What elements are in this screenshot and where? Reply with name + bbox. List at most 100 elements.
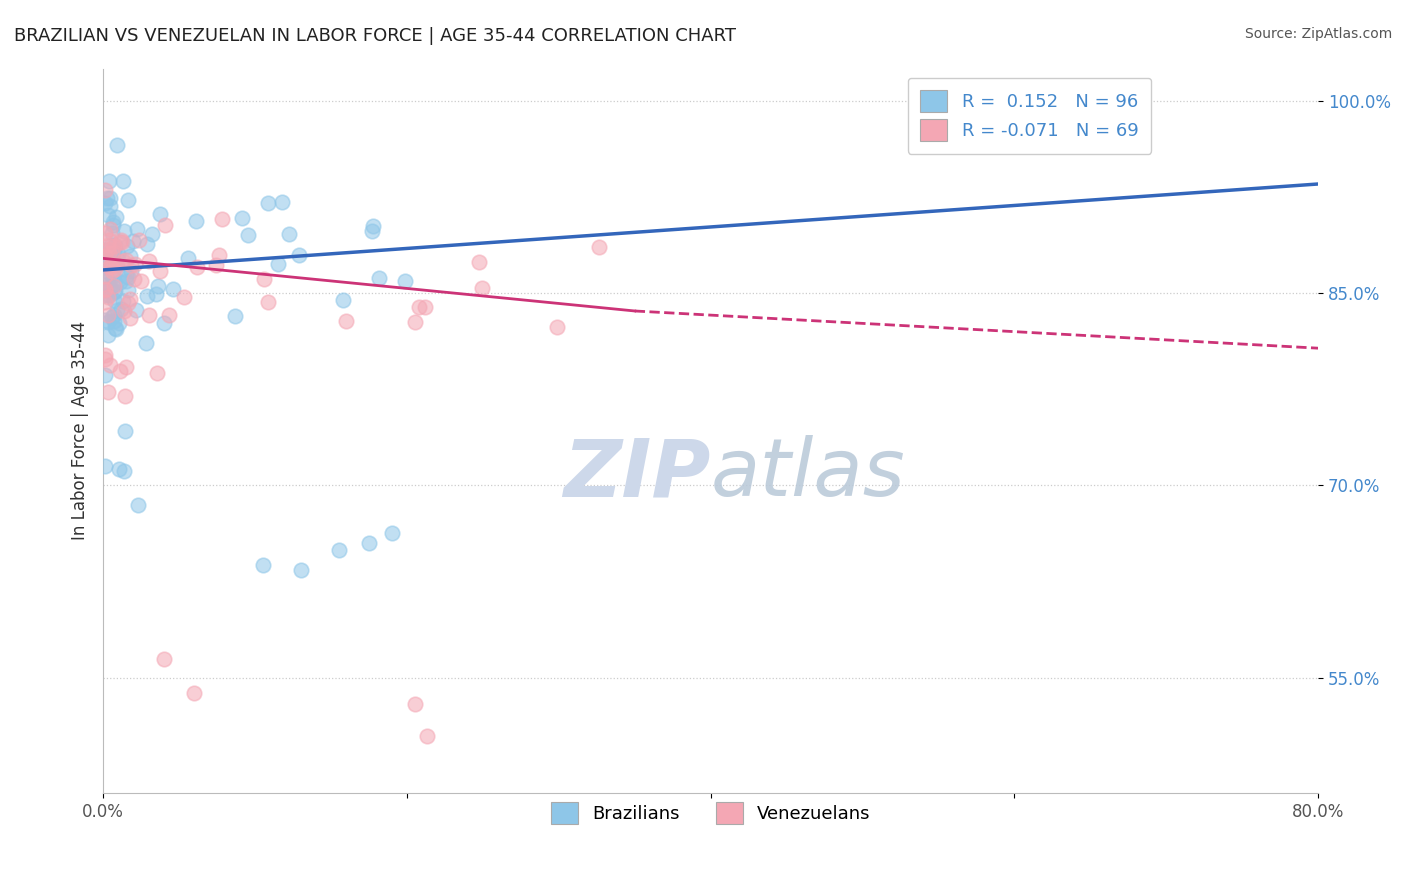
Point	[468, 255, 491, 269]
Point	[100, 260, 122, 274]
Point	[224, 309, 246, 323]
Point	[267, 257, 290, 271]
Point	[103, 243, 125, 257]
Point	[107, 247, 129, 261]
Point	[97, 328, 120, 343]
Point	[104, 210, 127, 224]
Point	[162, 282, 184, 296]
Point	[110, 301, 132, 316]
Point	[114, 388, 136, 402]
Point	[105, 137, 128, 152]
Point	[204, 259, 226, 273]
Text: Source: ZipAtlas.com: Source: ZipAtlas.com	[1244, 27, 1392, 41]
Point	[257, 294, 280, 309]
Point	[97, 385, 120, 400]
Point	[546, 320, 568, 334]
Point	[93, 195, 115, 210]
Point	[97, 315, 120, 329]
Point	[124, 257, 146, 271]
Point	[236, 228, 259, 243]
Point	[141, 227, 163, 241]
Point	[257, 195, 280, 210]
Point	[332, 293, 354, 307]
Point	[105, 258, 128, 272]
Point	[103, 278, 125, 293]
Point	[361, 224, 384, 238]
Point	[122, 271, 145, 285]
Point	[103, 215, 125, 229]
Point	[98, 358, 121, 372]
Point	[153, 651, 176, 665]
Point	[93, 288, 115, 302]
Point	[115, 268, 138, 283]
Point	[100, 264, 122, 278]
Point	[93, 283, 115, 297]
Point	[394, 274, 416, 288]
Point	[404, 697, 426, 711]
Point	[186, 213, 208, 227]
Point	[112, 304, 135, 318]
Point	[361, 219, 384, 233]
Point	[186, 260, 208, 274]
Point	[108, 364, 131, 378]
Point	[111, 174, 134, 188]
Point	[93, 282, 115, 296]
Point	[381, 525, 404, 540]
Point	[114, 359, 136, 374]
Point	[121, 234, 143, 248]
Point	[231, 211, 253, 225]
Point	[104, 284, 127, 298]
Point	[100, 226, 122, 240]
Point	[93, 249, 115, 263]
Point	[93, 269, 115, 284]
Point	[104, 322, 127, 336]
Point	[112, 294, 135, 309]
Text: atlas: atlas	[710, 435, 905, 514]
Point	[107, 462, 129, 476]
Point	[118, 249, 141, 263]
Point	[138, 308, 160, 322]
Point	[94, 243, 117, 257]
Point	[277, 227, 299, 242]
Point	[93, 368, 115, 382]
Point	[120, 311, 142, 326]
Point	[93, 278, 115, 293]
Point	[104, 277, 127, 291]
Point	[252, 558, 274, 572]
Point	[94, 458, 117, 473]
Point	[120, 264, 142, 278]
Point	[93, 348, 115, 362]
Point	[288, 247, 311, 261]
Point	[97, 290, 120, 304]
Point	[117, 283, 139, 297]
Point	[183, 686, 205, 700]
Point	[415, 729, 437, 743]
Point	[98, 191, 121, 205]
Point	[120, 258, 142, 272]
Point	[211, 211, 233, 226]
Point	[103, 308, 125, 322]
Point	[105, 258, 128, 272]
Point	[97, 174, 120, 188]
Text: ZIP: ZIP	[564, 435, 710, 514]
Point	[101, 219, 124, 233]
Point	[177, 251, 200, 265]
Point	[328, 542, 350, 557]
Point	[103, 239, 125, 253]
Text: BRAZILIAN VS VENEZUELAN IN LABOR FORCE | AGE 35-44 CORRELATION CHART: BRAZILIAN VS VENEZUELAN IN LABOR FORCE |…	[14, 27, 737, 45]
Point	[120, 293, 142, 307]
Point	[103, 285, 125, 300]
Point	[135, 336, 157, 351]
Point	[413, 300, 436, 314]
Y-axis label: In Labor Force | Age 35-44: In Labor Force | Age 35-44	[72, 321, 89, 541]
Point	[290, 563, 312, 577]
Point	[97, 237, 120, 252]
Point	[98, 279, 121, 293]
Point	[145, 286, 167, 301]
Point	[98, 257, 121, 271]
Point	[588, 240, 610, 254]
Point	[115, 239, 138, 253]
Point	[110, 235, 132, 250]
Point	[270, 194, 292, 209]
Point	[98, 260, 121, 274]
